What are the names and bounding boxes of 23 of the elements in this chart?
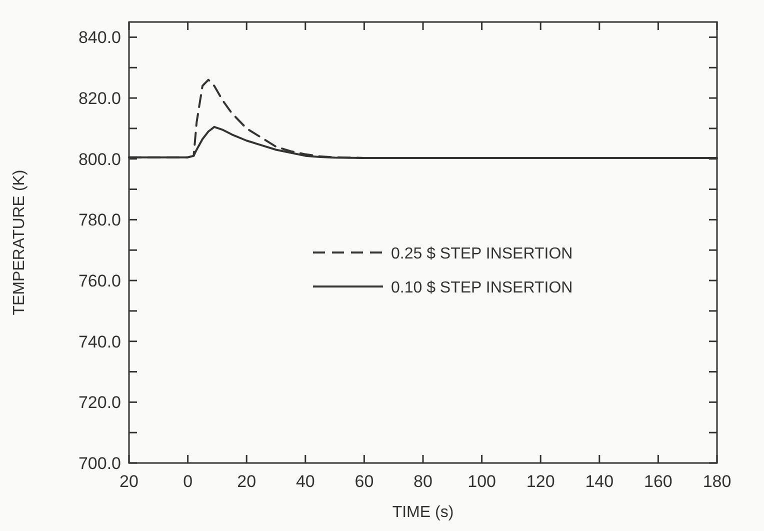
y-tick-label: 840.0 [78, 28, 121, 48]
x-tick-label: 20 [237, 472, 256, 491]
y-tick-label: 740.0 [78, 332, 121, 352]
x-tick-label: 160 [644, 472, 672, 491]
legend-label: 0.10 $ STEP INSERTION [391, 280, 573, 296]
x-axis-title: TIME (s) [392, 504, 454, 521]
x-tick-label: 40 [296, 472, 315, 491]
y-axis-title: TEMPERATURE (K) [11, 170, 28, 316]
x-tick-label: 180 [702, 472, 732, 491]
y-tick-label: 780.0 [78, 210, 121, 230]
x-tick-label: 140 [585, 472, 614, 491]
y-tick-label: 760.0 [78, 272, 121, 291]
x-tick-label: 20 [120, 472, 138, 491]
y-tick-label: 720.0 [78, 393, 121, 412]
x-tick-label: 0 [183, 472, 193, 491]
x-tick-label: 100 [468, 472, 496, 491]
x-tick-label: 80 [414, 472, 432, 491]
x-tick-label: 120 [526, 472, 555, 491]
y-tick-label: 800.0 [78, 150, 121, 169]
legend-label: 0.25 $ STEP INSERTION [391, 246, 573, 262]
y-tick-label: 820.0 [78, 89, 121, 108]
y-tick-label: 700.0 [78, 454, 121, 473]
x-tick-label: 60 [354, 472, 374, 491]
